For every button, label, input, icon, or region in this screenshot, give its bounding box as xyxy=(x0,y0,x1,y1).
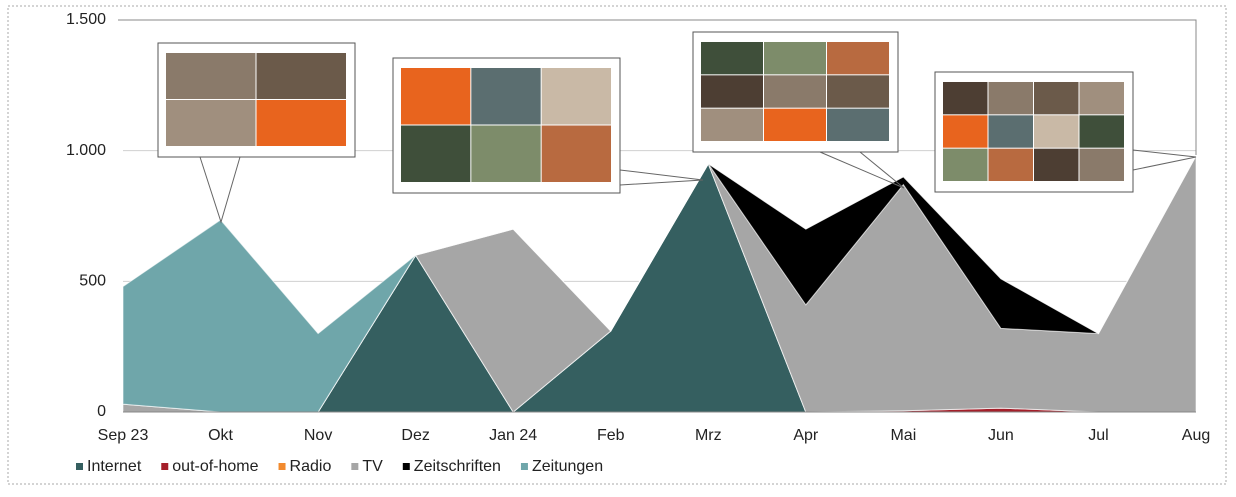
callout-photo xyxy=(471,125,541,182)
callout-photo xyxy=(943,82,988,115)
callout-photo xyxy=(256,53,346,99)
legend-label: out-of-home xyxy=(172,458,258,475)
callout-photo xyxy=(1079,115,1124,148)
callout-photo xyxy=(943,115,988,148)
legend-label: TV xyxy=(362,458,383,475)
callout-line xyxy=(199,156,241,224)
callout-photo xyxy=(166,100,256,146)
x-tick-label: Mai xyxy=(890,427,916,444)
callouts xyxy=(118,19,1197,224)
legend-swatch xyxy=(76,463,83,470)
y-tick-label: 0 xyxy=(97,403,106,420)
x-tick-label: Sep 23 xyxy=(98,427,149,444)
callout-photo xyxy=(988,148,1033,181)
callout-photo xyxy=(1034,148,1079,181)
legend-swatch xyxy=(351,463,359,470)
x-tick-label: Jul xyxy=(1088,427,1108,444)
x-tick-label: Nov xyxy=(304,427,332,444)
areas xyxy=(122,155,1197,413)
callout-photo xyxy=(943,148,988,181)
legend-label: Zeitschriften xyxy=(414,458,501,475)
callout-photo xyxy=(166,53,256,99)
callout-photo xyxy=(1034,82,1079,115)
legend-label: Zeitungen xyxy=(532,458,603,475)
callout-photo xyxy=(401,125,471,182)
callout-photo xyxy=(827,75,889,108)
x-tick-label: Dez xyxy=(401,427,429,444)
legend-swatch xyxy=(520,463,528,470)
x-tick-label: Jan 24 xyxy=(489,427,537,444)
callout-photo xyxy=(701,75,763,108)
legend-swatch xyxy=(278,463,286,470)
legend: Internet out-of-home Radio TV Zeitschriften Z… xyxy=(76,458,603,475)
callout-photo xyxy=(827,108,889,141)
callout-line xyxy=(619,169,704,186)
callout-photo xyxy=(401,68,471,125)
callout-photo xyxy=(764,108,826,141)
x-tick-label: Aug xyxy=(1182,427,1210,444)
y-tick-label: 1.000 xyxy=(66,142,106,159)
callout-line xyxy=(1132,149,1197,171)
y-tick-label: 1.500 xyxy=(66,11,106,28)
callout-photo xyxy=(1079,148,1124,181)
callout-photo xyxy=(471,68,541,125)
area xyxy=(122,155,1197,413)
callout-photo xyxy=(1034,115,1079,148)
x-tick-label: Mrz xyxy=(695,427,722,444)
x-tick-label: Apr xyxy=(793,427,819,444)
callout-photo xyxy=(701,108,763,141)
callout-photo xyxy=(764,75,826,108)
callout-photo xyxy=(541,68,611,125)
chart-frame xyxy=(7,5,1227,485)
legend-label: Radio xyxy=(290,458,332,475)
callout-photo xyxy=(1079,82,1124,115)
callout-photo xyxy=(541,125,611,182)
x-tick-label: Feb xyxy=(597,427,625,444)
callout-photo xyxy=(988,115,1033,148)
callout-photo xyxy=(827,42,889,75)
ticks: 0 500 1.000 1.500 Sep 23 Okt Nov Dez Jan 24 Feb Mr… xyxy=(66,11,1210,444)
callout-photo xyxy=(256,100,346,146)
x-tick-label: Okt xyxy=(208,427,233,444)
callout-photo xyxy=(764,42,826,75)
y-tick-label: 500 xyxy=(79,273,106,290)
legend-swatch xyxy=(402,463,410,470)
legend-swatch xyxy=(161,463,169,470)
callout-photo xyxy=(701,42,763,75)
callout-photo xyxy=(988,82,1033,115)
legend-label: Internet xyxy=(87,458,142,475)
callout-line xyxy=(819,151,905,189)
callout-line xyxy=(118,19,1197,155)
x-tick-label: Jun xyxy=(988,427,1014,444)
